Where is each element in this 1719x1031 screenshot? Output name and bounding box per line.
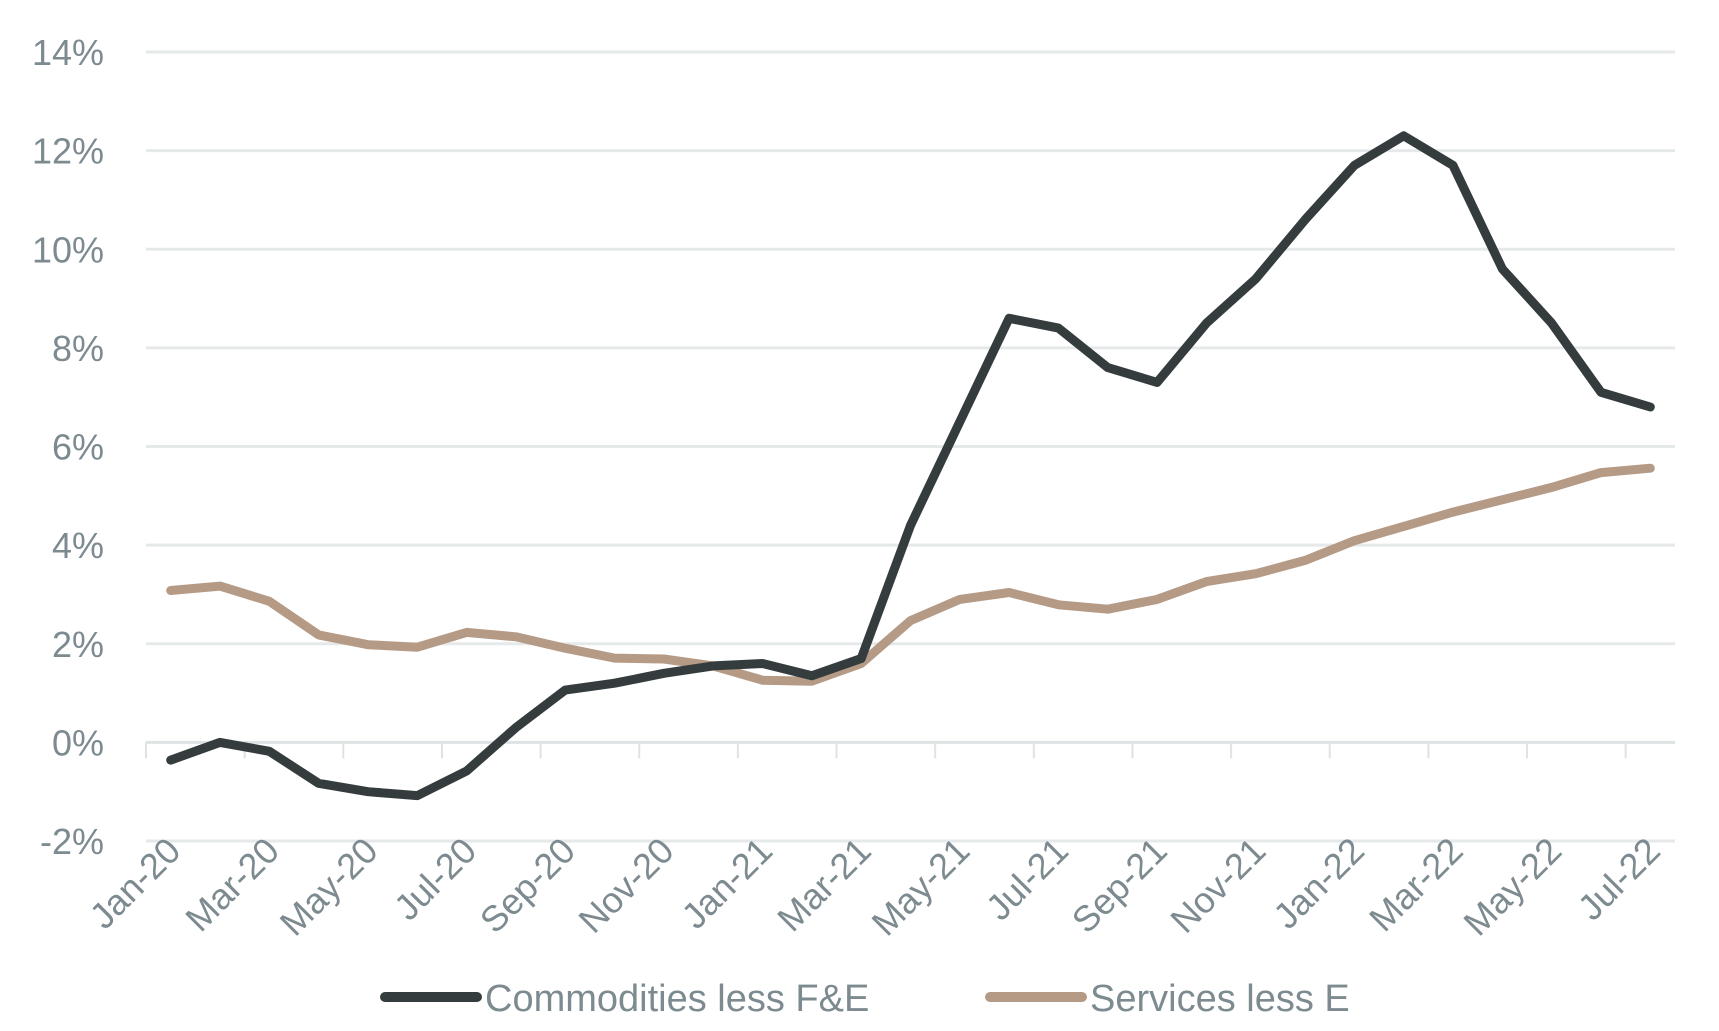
y-tick-label: 12% xyxy=(32,131,104,172)
series-lines xyxy=(166,131,1655,801)
y-tick-label: 0% xyxy=(52,722,104,763)
x-tick-label: Nov-21 xyxy=(1162,830,1273,941)
x-tick-label: Jul-21 xyxy=(978,830,1076,928)
x-tick-label: Mar-21 xyxy=(769,830,879,940)
x-tick-label: Jan-22 xyxy=(1265,830,1372,937)
x-tick-label: Sep-21 xyxy=(1064,830,1175,941)
series-line xyxy=(166,131,1655,801)
x-tick-label: May-22 xyxy=(1455,830,1569,944)
y-tick-label: 8% xyxy=(52,328,104,369)
legend: Commodities less F&E Services less E xyxy=(380,978,1350,1020)
x-tick-label: Jul-20 xyxy=(386,830,484,928)
x-tick-label: May-20 xyxy=(272,830,386,944)
y-tick-label: 2% xyxy=(52,624,104,665)
x-tick-label: May-21 xyxy=(864,830,978,944)
y-tick-label: 6% xyxy=(52,427,104,468)
y-tick-label: 10% xyxy=(32,229,104,270)
series-line xyxy=(166,463,1655,686)
y-axis: -2% 0% 2% 4% 6% 8% 10% 12% 14% xyxy=(32,32,104,862)
y-tick-label: 4% xyxy=(52,525,104,566)
x-tick-label: Jul-22 xyxy=(1570,830,1668,928)
x-tick-label: Jan-21 xyxy=(673,830,780,937)
x-tick-label: Mar-20 xyxy=(177,830,287,940)
x-tick-label: Mar-22 xyxy=(1361,830,1471,940)
x-tick-label: Sep-20 xyxy=(472,830,583,941)
gridlines xyxy=(146,50,1675,843)
x-tick-label: Nov-20 xyxy=(570,830,681,941)
legend-label: Commodities less F&E xyxy=(485,978,869,1020)
y-tick-label: 14% xyxy=(32,32,104,73)
y-tick-label: -2% xyxy=(40,821,104,862)
legend-label: Services less E xyxy=(1090,978,1350,1020)
